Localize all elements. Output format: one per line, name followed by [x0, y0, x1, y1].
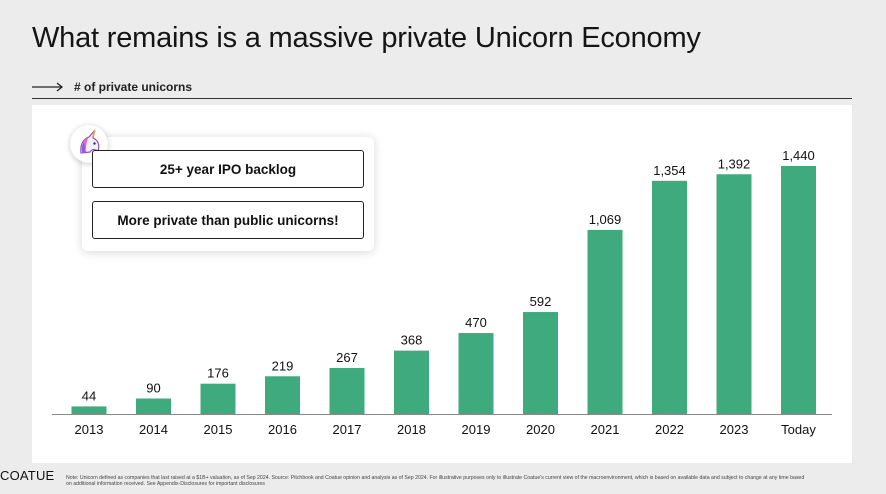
bar-2022 [652, 180, 687, 414]
x-tick-label: 2015 [204, 422, 233, 437]
bar-2014 [136, 398, 171, 414]
x-tick-label: 2016 [268, 422, 297, 437]
x-tick-label: 2020 [526, 422, 555, 437]
bar-2020 [523, 312, 558, 414]
bar-2015 [200, 383, 236, 414]
callout-ipo-backlog: 25+ year IPO backlog [92, 150, 364, 188]
bar-2021 [587, 229, 623, 414]
section-label: # of private unicorns [74, 80, 193, 94]
x-tick-label: 2021 [591, 422, 620, 437]
value-label: 1,069 [589, 212, 622, 227]
callout-card: 25+ year IPO backlog More private than p… [70, 125, 374, 251]
value-label: 1,392 [718, 156, 751, 171]
bar-2018 [394, 350, 429, 414]
value-label: 1,440 [782, 148, 815, 163]
chart-panel: 44 2013 90 2014 176 2015 219 2016 267 2017 368 2018… [32, 105, 852, 463]
value-label: 44 [82, 388, 96, 403]
bar-2013 [71, 406, 107, 414]
x-tick-label: 2022 [655, 422, 684, 437]
value-label: 470 [465, 315, 487, 330]
right-arrow-icon [32, 82, 64, 92]
value-label: 1,354 [653, 163, 686, 178]
x-tick-label: 2023 [720, 422, 749, 437]
coatue-logo: COATUE [0, 468, 55, 483]
bar-2019 [458, 333, 494, 414]
value-label: 592 [530, 294, 552, 309]
bar-today [781, 166, 816, 414]
x-tick-label: 2013 [75, 422, 104, 437]
x-tick-label: 2014 [139, 422, 168, 437]
value-label: 219 [272, 358, 294, 373]
bar-2016 [265, 376, 300, 414]
value-label: 267 [336, 350, 358, 365]
value-label: 368 [401, 333, 423, 348]
x-tick-label: 2019 [462, 422, 491, 437]
x-tick-label: 2017 [333, 422, 362, 437]
x-tick-label: Today [781, 422, 816, 437]
section-header: # of private unicorns [32, 78, 852, 99]
value-label: 90 [146, 381, 160, 396]
callout-more-private: More private than public unicorns! [92, 201, 364, 239]
value-label: 176 [207, 366, 229, 381]
slide-title: What remains is a massive private Unicor… [32, 22, 701, 54]
bar-2017 [329, 368, 365, 414]
bar-chart: 44 2013 90 2014 176 2015 219 2016 267 2017 368 2018… [52, 148, 832, 437]
footnote: Note: Unicorn defined as companies that … [66, 475, 805, 488]
x-tick-label: 2018 [397, 422, 426, 437]
bar-2023 [716, 174, 752, 414]
